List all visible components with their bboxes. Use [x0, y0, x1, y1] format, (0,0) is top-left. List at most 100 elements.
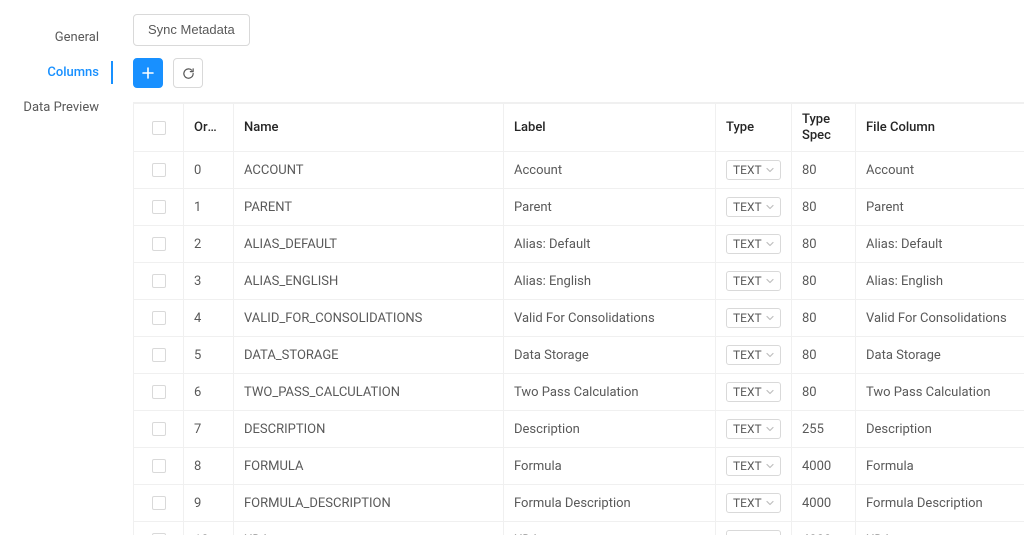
sidebar-tabs: General Columns Data Preview — [0, 0, 113, 539]
table-row[interactable]: 3ALIAS_ENGLISHAlias: EnglishTEXT80Alias:… — [134, 263, 1024, 300]
chevron-down-icon — [766, 351, 774, 359]
tab-columns[interactable]: Columns — [0, 55, 113, 90]
cell-name: FORMULA — [234, 448, 504, 485]
table-row[interactable]: 1PARENTParentTEXT80Parent — [134, 189, 1024, 226]
cell-order: 2 — [184, 226, 234, 263]
chevron-down-icon — [766, 499, 774, 507]
cell-type-spec: 80 — [792, 189, 856, 226]
type-select[interactable]: TEXT — [726, 493, 781, 513]
type-select[interactable]: TEXT — [726, 456, 781, 476]
type-select[interactable]: TEXT — [726, 234, 781, 254]
cell-type: TEXT — [716, 522, 792, 535]
type-select[interactable]: TEXT — [726, 160, 781, 180]
table-row[interactable]: 4VALID_FOR_CONSOLIDATIONSValid For Conso… — [134, 300, 1024, 337]
cell-name: FORMULA_DESCRIPTION — [234, 485, 504, 522]
header-order[interactable]: Order — [184, 104, 234, 152]
type-select[interactable]: TEXT — [726, 271, 781, 291]
type-select[interactable]: TEXT — [726, 345, 781, 365]
row-checkbox[interactable] — [152, 163, 166, 177]
cell-type-spec: 80 — [792, 226, 856, 263]
row-checkbox-cell — [134, 411, 184, 448]
type-select[interactable]: TEXT — [726, 530, 781, 535]
cell-file-column: Alias: English — [856, 263, 1024, 300]
header-file-column[interactable]: File Column — [856, 104, 1024, 152]
row-checkbox[interactable] — [152, 533, 166, 535]
cell-name: TWO_PASS_CALCULATION — [234, 374, 504, 411]
cell-label: Alias: Default — [504, 226, 716, 263]
select-all-checkbox[interactable] — [152, 121, 166, 135]
cell-label: Two Pass Calculation — [504, 374, 716, 411]
cell-name: ALIAS_DEFAULT — [234, 226, 504, 263]
header-type[interactable]: Type — [716, 104, 792, 152]
row-checkbox[interactable] — [152, 385, 166, 399]
cell-name: ALIAS_ENGLISH — [234, 263, 504, 300]
cell-name: PARENT — [234, 189, 504, 226]
table-row[interactable]: 6TWO_PASS_CALCULATIONTwo Pass Calculatio… — [134, 374, 1024, 411]
cell-type-spec: 80 — [792, 152, 856, 189]
cell-file-column: Formula Description — [856, 485, 1024, 522]
table-row[interactable]: 9FORMULA_DESCRIPTION Formula Description T… — [134, 485, 1024, 522]
type-select-value: TEXT — [733, 237, 762, 251]
plus-icon — [142, 67, 154, 79]
row-checkbox[interactable] — [152, 348, 166, 362]
cell-order: 6 — [184, 374, 234, 411]
cell-name: DATA_STORAGE — [234, 337, 504, 374]
tab-data-preview[interactable]: Data Preview — [0, 90, 113, 125]
sync-metadata-button[interactable]: Sync Metadata — [133, 14, 250, 46]
row-checkbox[interactable] — [152, 237, 166, 251]
cell-order: 8 — [184, 448, 234, 485]
cell-type: TEXT — [716, 448, 792, 485]
cell-type: TEXT — [716, 337, 792, 374]
row-checkbox[interactable] — [152, 422, 166, 436]
type-select[interactable]: TEXT — [726, 382, 781, 402]
table-row[interactable]: 5DATA_STORAGEData StorageTEXT80Data Stor… — [134, 337, 1024, 374]
cell-order: 0 — [184, 152, 234, 189]
type-select-value: TEXT — [733, 459, 762, 473]
header-name[interactable]: Name — [234, 104, 504, 152]
header-label[interactable]: Label — [504, 104, 716, 152]
type-select-value: TEXT — [733, 163, 762, 177]
table-row[interactable]: 0ACCOUNTAccountTEXT80Account — [134, 152, 1024, 189]
type-select[interactable]: TEXT — [726, 308, 781, 328]
cell-type-spec: 80 — [792, 337, 856, 374]
row-checkbox[interactable] — [152, 200, 166, 214]
cell-label: Valid For Consolidations — [504, 300, 716, 337]
cell-type: TEXT — [716, 300, 792, 337]
header-type-spec[interactable]: Type Spec — [792, 104, 856, 152]
cell-type: TEXT — [716, 263, 792, 300]
chevron-down-icon — [766, 314, 774, 322]
table-row[interactable]: 2ALIAS_DEFAULTAlias: DefaultTEXT80Alias:… — [134, 226, 1024, 263]
cell-label: Formula — [504, 448, 716, 485]
cell-label: Alias: English — [504, 263, 716, 300]
cell-label: Description — [504, 411, 716, 448]
row-checkbox[interactable] — [152, 311, 166, 325]
cell-file-column: Two Pass Calculation — [856, 374, 1024, 411]
cell-order: 9 — [184, 485, 234, 522]
row-checkbox[interactable] — [152, 459, 166, 473]
chevron-down-icon — [766, 462, 774, 470]
cell-order: 10 — [184, 522, 234, 535]
row-checkbox-cell — [134, 522, 184, 535]
chevron-down-icon — [766, 425, 774, 433]
cell-order: 5 — [184, 337, 234, 374]
cell-name: UDA — [234, 522, 504, 535]
tab-general[interactable]: General — [0, 20, 113, 55]
type-select[interactable]: TEXT — [726, 419, 781, 439]
table-row[interactable]: 8FORMULAFormulaTEXT4000Formula — [134, 448, 1024, 485]
cell-type-spec: 4000 — [792, 522, 856, 535]
cell-type-spec: 80 — [792, 263, 856, 300]
refresh-button[interactable] — [173, 58, 203, 88]
table-row[interactable]: 7DESCRIPTIONDescriptionTEXT255Descriptio… — [134, 411, 1024, 448]
cell-order: 4 — [184, 300, 234, 337]
cell-label: Parent — [504, 189, 716, 226]
table-row[interactable]: 10UDAUDATEXT4000UDA — [134, 522, 1024, 535]
row-checkbox[interactable] — [152, 274, 166, 288]
row-checkbox[interactable] — [152, 496, 166, 510]
type-select[interactable]: TEXT — [726, 197, 781, 217]
chevron-down-icon — [766, 203, 774, 211]
cell-file-column: Parent — [856, 189, 1024, 226]
cell-type: TEXT — [716, 152, 792, 189]
chevron-down-icon — [766, 240, 774, 248]
type-select-value: TEXT — [733, 385, 762, 399]
add-button[interactable] — [133, 58, 163, 88]
